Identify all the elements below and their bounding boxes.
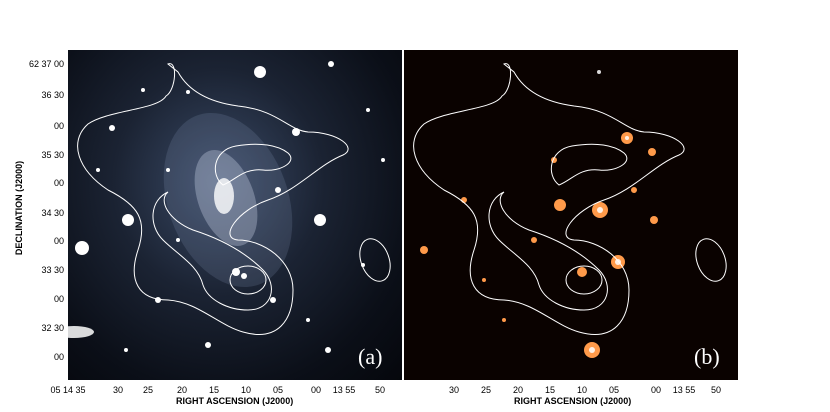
xtick: 15 <box>544 385 555 395</box>
xtick: 50 <box>710 385 721 395</box>
xtick: 50 <box>374 385 385 395</box>
panel-b-label: (b) <box>694 344 720 369</box>
xtick: 05 14 35 <box>50 385 86 395</box>
panel-a-optical-image: (a) <box>68 50 402 380</box>
radio-contours <box>413 63 727 335</box>
ytick: 32 30 <box>41 323 64 333</box>
ytick: 62 37 00 <box>28 59 64 69</box>
xtick: 00 <box>310 385 321 395</box>
ytick: 00 <box>53 121 64 131</box>
ytick: 34 30 <box>41 208 64 218</box>
ytick: 35 30 <box>41 150 64 160</box>
xtick: 13 55 <box>332 385 356 395</box>
xtick: 05 <box>272 385 283 395</box>
xtick: 13 55 <box>672 385 696 395</box>
ytick: 00 <box>53 294 64 304</box>
ytick: 33 30 <box>41 265 64 275</box>
xtick: 30 <box>112 385 123 395</box>
xtick: 05 <box>608 385 619 395</box>
x-axis-label-a: RIGHT ASCENSION (J2000) <box>176 396 294 406</box>
ytick: 00 <box>53 236 64 246</box>
xtick: 30 <box>448 385 459 395</box>
panel-a-label: (a) <box>358 344 383 369</box>
xtick: 15 <box>208 385 219 395</box>
xtick: 00 <box>650 385 661 395</box>
xtick: 20 <box>512 385 523 395</box>
y-axis-label: DECLINATION (J2000) <box>14 160 24 256</box>
radio-contours <box>77 63 391 335</box>
ytick: 00 <box>53 352 64 362</box>
star-field <box>75 61 385 353</box>
panel-a-overlay <box>68 61 391 353</box>
xtick: 25 <box>142 385 153 395</box>
panel-b-overlay <box>413 63 727 358</box>
ytick: 00 <box>53 178 64 188</box>
xtick: 10 <box>240 385 251 395</box>
xtick: 25 <box>480 385 491 395</box>
panel-b-emission-image: (b) <box>404 50 738 380</box>
x-axis-label-b: RIGHT ASCENSION (J2000) <box>514 396 632 406</box>
xtick: 10 <box>576 385 587 395</box>
emission-knots <box>420 132 658 358</box>
ytick: 36 30 <box>41 90 64 100</box>
xtick: 20 <box>176 385 187 395</box>
